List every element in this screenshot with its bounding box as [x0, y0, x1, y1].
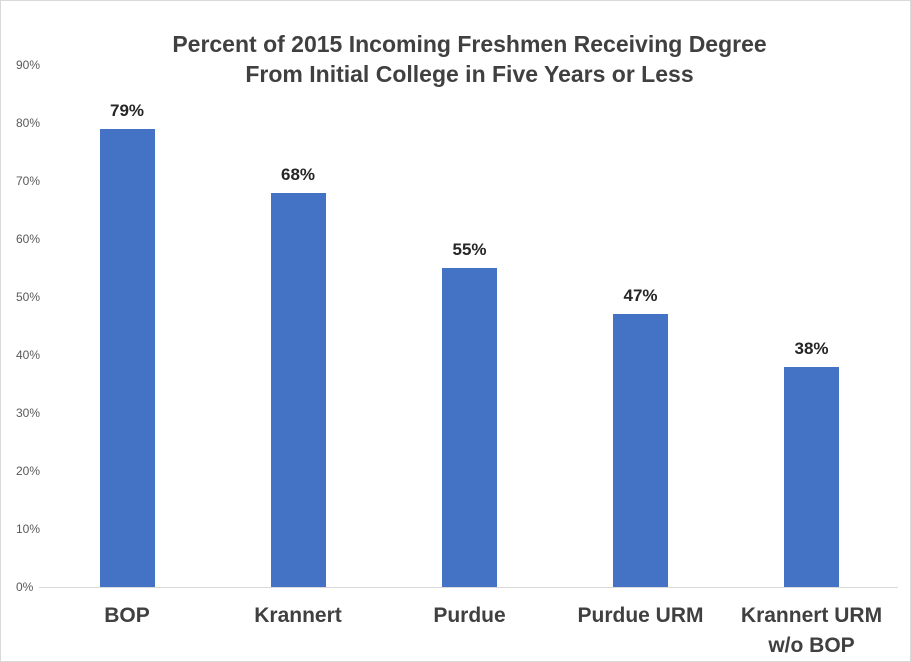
bar — [784, 366, 839, 587]
y-tick-label: 60% — [16, 232, 41, 246]
bar-value-label: 55% — [452, 240, 487, 259]
y-tick-label: 30% — [16, 406, 41, 420]
category-label: Krannert URM w/o BOP — [740, 604, 883, 657]
bar-value-label: 68% — [280, 164, 316, 184]
bar-value-label: 47% — [623, 286, 658, 306]
bar-value-label: 79% — [109, 100, 145, 120]
y-tick-label: 0% — [16, 580, 34, 594]
bar — [270, 192, 326, 587]
y-tick-label: 70% — [16, 174, 41, 188]
category-label: Purdue — [433, 604, 506, 627]
bar-value-label: 38% — [794, 338, 829, 358]
chart-title-line-2: From Initial College in Five Years or Le… — [245, 61, 694, 87]
bar — [442, 268, 497, 587]
y-tick-label: 10% — [16, 522, 41, 536]
chart-title-line-1: Percent of 2015 Incoming Freshmen Receiv… — [172, 31, 767, 57]
category-label: Krannert — [254, 604, 342, 627]
category-label: Purdue URM — [577, 604, 704, 627]
y-tick-label: 50% — [16, 290, 41, 304]
x-axis-line — [39, 587, 898, 588]
y-tick-label: 40% — [16, 348, 41, 362]
y-tick-label: 20% — [16, 464, 41, 478]
y-tick-label: 80% — [16, 116, 41, 130]
category-label: BOP — [104, 604, 150, 627]
bar — [613, 314, 668, 587]
y-tick-label: 90% — [16, 58, 41, 72]
bar — [99, 128, 155, 587]
chart-title: Percent of 2015 Incoming Freshmen Receiv… — [41, 29, 898, 89]
